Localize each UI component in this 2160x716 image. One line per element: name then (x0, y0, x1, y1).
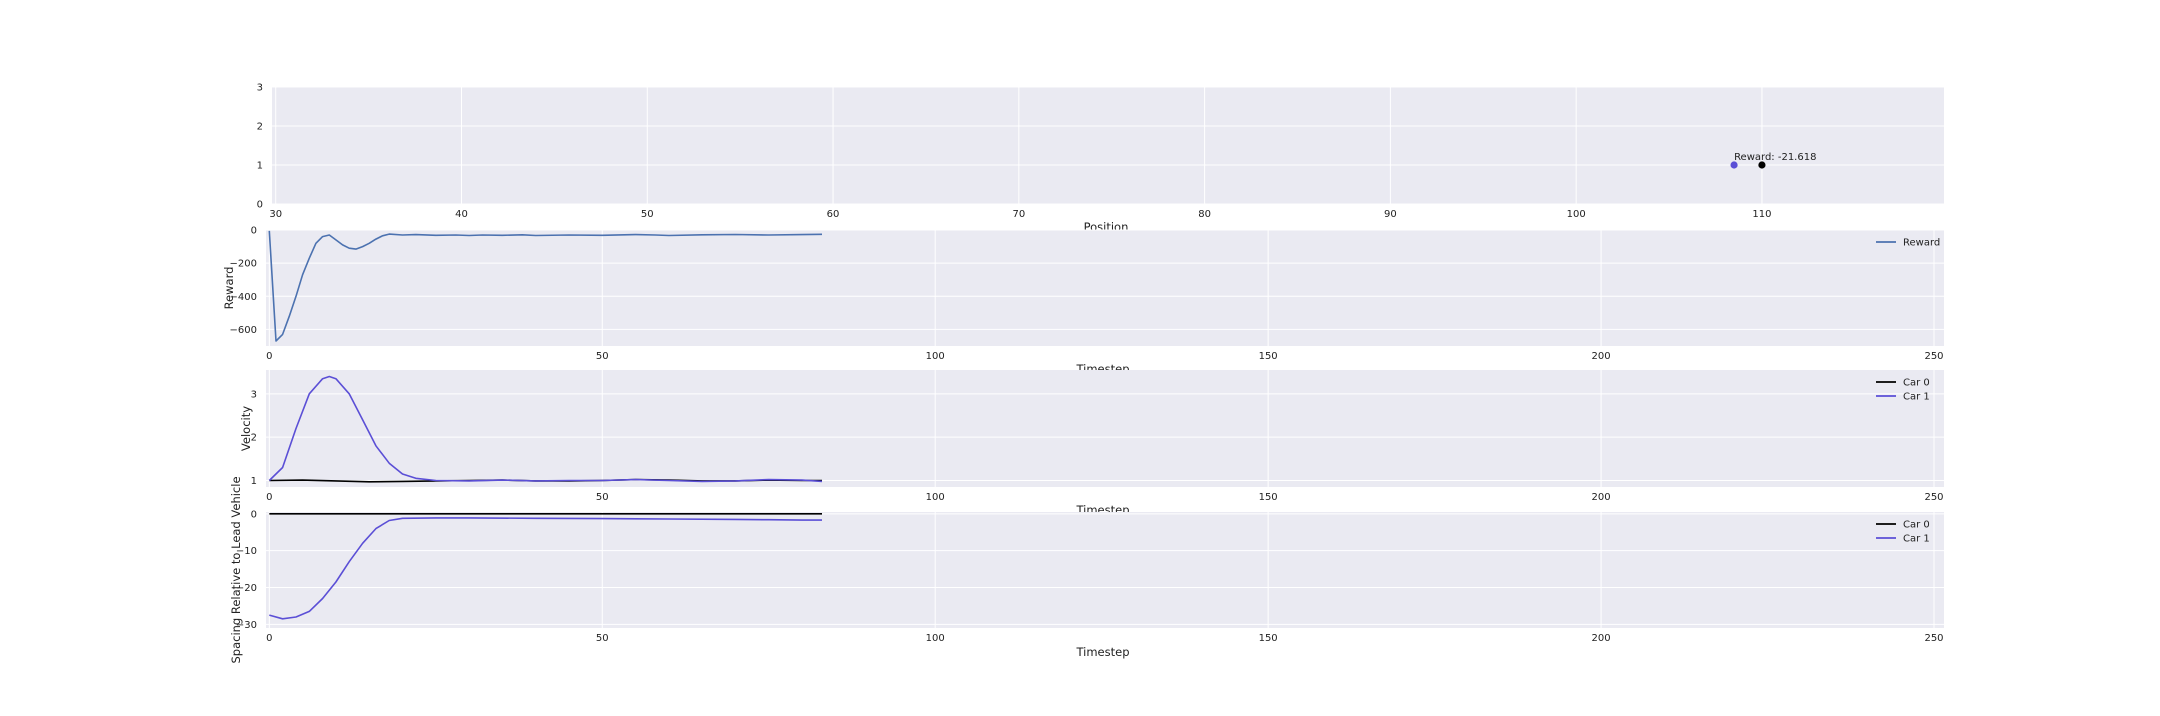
legend-label: Car 1 (1903, 392, 1930, 403)
x-tick-label: 30 (269, 209, 282, 220)
x-tick-label: 200 (1592, 492, 1611, 503)
y-tick-label: −200 (230, 259, 257, 270)
series-line-car-1 (269, 517, 822, 620)
y-tick-label: 3 (251, 389, 257, 400)
y-axis-label: Velocity (239, 406, 253, 451)
x-tick-label: 250 (1924, 633, 1943, 644)
plot-area (266, 512, 1944, 628)
x-axis-label: Timestep (1075, 645, 1129, 659)
x-tick-label: 90 (1384, 209, 1397, 220)
y-tick-label: 2 (251, 433, 257, 444)
chart-panel-1: 0 50 100 150 200 2500−200−400−600TimestepRewa… (222, 226, 1944, 376)
x-tick-label: 250 (1924, 351, 1943, 362)
car-marker-1 (1758, 161, 1766, 169)
x-tick-label: 0 (266, 351, 272, 362)
y-tick-label: 1 (257, 161, 263, 172)
plot-area (266, 370, 1944, 487)
plot-area (266, 230, 1944, 346)
y-tick-label: −10 (236, 546, 257, 557)
x-tick-label: 110 (1752, 209, 1771, 220)
legend-label: Car 0 (1903, 378, 1930, 389)
x-tick-label: 50 (596, 633, 609, 644)
legend-label: Car 1 (1903, 534, 1930, 545)
series-line-reward (268, 230, 823, 342)
chart-panel-0: 30 40 50 60 70 80 90 100 1100123PositionReward: … (257, 83, 1944, 234)
plot-area (272, 87, 1944, 204)
y-axis-label: Spacing Relative to Lead Vehicle (229, 476, 243, 663)
y-tick-label: 0 (257, 200, 263, 211)
x-tick-label: 80 (1198, 209, 1211, 220)
x-tick-label: 70 (1012, 209, 1025, 220)
y-tick-label: 3 (257, 83, 263, 94)
x-tick-label: 100 (926, 633, 945, 644)
y-tick-label: −30 (236, 620, 257, 631)
y-axis-label: Reward (222, 267, 236, 310)
x-tick-label: 150 (1259, 633, 1278, 644)
legend-label: Reward (1903, 238, 1940, 249)
x-tick-label: 150 (1259, 492, 1278, 503)
x-tick-label: 0 (266, 633, 272, 644)
legend-label: Car 0 (1903, 520, 1930, 531)
x-tick-label: 50 (641, 209, 654, 220)
y-tick-label: 2 (257, 122, 263, 133)
x-tick-label: 100 (926, 351, 945, 362)
x-tick-label: 200 (1592, 633, 1611, 644)
x-tick-label: 100 (1567, 209, 1586, 220)
x-tick-label: 150 (1259, 351, 1278, 362)
x-tick-label: 50 (596, 492, 609, 503)
x-tick-label: 60 (827, 209, 840, 220)
x-tick-label: 0 (266, 492, 272, 503)
x-tick-label: 40 (455, 209, 468, 220)
y-tick-label: 0 (251, 226, 257, 237)
y-tick-label: 0 (251, 509, 257, 520)
x-tick-label: 100 (926, 492, 945, 503)
y-tick-label: −600 (230, 325, 257, 336)
y-tick-label: −400 (230, 292, 257, 303)
y-tick-label: 1 (251, 476, 257, 487)
reward-annotation: Reward: -21.618 (1734, 152, 1816, 163)
y-tick-label: −20 (236, 583, 257, 594)
series-line-car-1 (268, 375, 823, 483)
x-tick-label: 250 (1924, 492, 1943, 503)
chart-panel-3: 0 50 100 150 200 2500−10−20−30TimestepSpacing… (229, 476, 1944, 664)
x-tick-label: 50 (596, 351, 609, 362)
car-marker-0 (1730, 161, 1738, 169)
x-tick-label: 200 (1592, 351, 1611, 362)
